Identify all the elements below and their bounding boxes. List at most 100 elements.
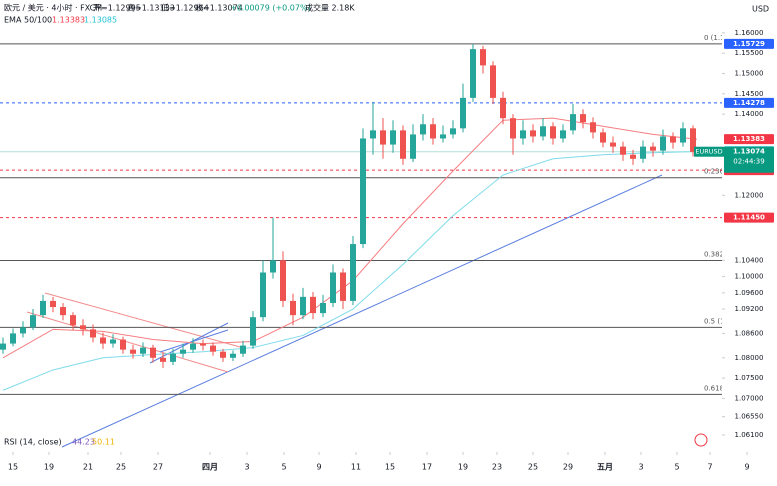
y-tick-label: 1.15000 [735, 70, 764, 78]
candle-body [530, 130, 536, 137]
price-box-label: 1.14278 [733, 99, 765, 107]
currency: USD [752, 5, 769, 14]
candle-body [200, 343, 206, 346]
price-box [724, 212, 774, 223]
y-tick-label: 1.14000 [735, 110, 764, 118]
candle-body [120, 339, 126, 350]
candle-body [620, 146, 626, 155]
rsi-value: 50.11 [92, 438, 115, 447]
time-axis [0, 452, 777, 482]
y-tick-label: 1.07500 [735, 374, 764, 382]
candle-body [590, 122, 596, 133]
x-tick-label: 五月 [597, 463, 613, 472]
candle-body [380, 130, 386, 145]
candle-body [50, 300, 56, 308]
candle-body [290, 300, 296, 316]
price-box [724, 38, 774, 49]
candle-body [630, 154, 636, 159]
y-tick-label: 1.10000 [735, 273, 764, 281]
price-axis [722, 0, 777, 452]
x-tick-label: 29 [563, 463, 573, 472]
channel-line [26, 311, 229, 373]
ema-line [2, 117, 698, 359]
price-box-label: 1.13074 [733, 148, 765, 156]
indicator-value: 1.13085 [84, 16, 117, 25]
candle-body [40, 300, 46, 316]
y-tick-label: 1.14500 [735, 90, 764, 98]
candle-body [140, 347, 146, 354]
price-box-label: 1.15729 [733, 40, 765, 48]
x-tick-label: 21 [83, 463, 93, 472]
rsi-name: RSI (14, close) [4, 438, 62, 447]
x-tick-label: 19 [44, 463, 54, 472]
candle-body [390, 130, 396, 145]
trend-line [61, 174, 663, 448]
x-tick-label: 11 [351, 463, 361, 472]
candle-body [450, 128, 456, 135]
candle-body [330, 272, 336, 303]
candle-body [150, 347, 156, 358]
symbol: 欧元 / 美元 · 4小时 · FXCM [4, 3, 102, 13]
rsi-value: 44.23 [72, 438, 95, 447]
candle-body [220, 351, 226, 358]
y-tick-label: 1.06100 [735, 431, 764, 439]
candle-body [470, 49, 476, 98]
candle-body [600, 132, 606, 143]
y-tick-label: 1.10400 [735, 256, 764, 264]
x-tick-label: 3 [244, 463, 249, 472]
x-tick-label: 9 [744, 463, 749, 472]
candle-body [70, 315, 76, 326]
candle-body [660, 136, 666, 151]
candle-body [190, 343, 196, 350]
candle-body [670, 136, 676, 143]
candle-body [0, 343, 6, 350]
y-tick-label: 1.08000 [735, 354, 764, 362]
candle-body [550, 126, 556, 139]
candle-body [360, 138, 366, 245]
candle-body [280, 260, 286, 301]
candle-body [540, 126, 546, 137]
candle-body [350, 244, 356, 301]
y-tick-label: 1.07000 [735, 394, 764, 402]
candle-body [680, 128, 686, 143]
y-tick-label: 1.15500 [735, 49, 764, 57]
candle-body [110, 339, 116, 344]
y-tick-label: 1.16000 [735, 29, 764, 37]
candle-body [570, 114, 576, 131]
candle-body [230, 353, 236, 358]
candle-body [240, 345, 246, 354]
price-box [724, 134, 774, 145]
candle-body [490, 65, 496, 98]
candle-body [520, 130, 526, 139]
x-tick-label: 23 [492, 463, 502, 472]
price-box [724, 97, 774, 108]
countdown: 02:44:39 [733, 158, 764, 166]
symbol-box [694, 146, 724, 157]
candle-body [510, 118, 516, 139]
x-tick-label: 27 [153, 463, 163, 472]
candle-body [80, 325, 86, 330]
y-tick-label: 1.09600 [735, 289, 764, 297]
y-tick-label: 1.08600 [735, 329, 764, 337]
candle-body [500, 97, 506, 119]
channel-line [44, 292, 241, 348]
indicator-value: 1.13383 [52, 16, 85, 25]
x-tick-label: 19 [458, 463, 468, 472]
x-tick-label: 25 [116, 463, 126, 472]
x-tick-label: 17 [422, 463, 432, 472]
change: +0.00079 (+0.07%) [230, 4, 311, 13]
candle-body [320, 302, 326, 314]
candle-body [370, 130, 376, 139]
alert-icon[interactable] [694, 433, 708, 447]
ohlc: 高=1.13133 [127, 3, 175, 13]
candle-body [20, 327, 26, 334]
channel-line [159, 329, 229, 353]
candle-body [400, 130, 406, 159]
candle-body [580, 114, 586, 123]
candle-body [310, 296, 316, 314]
candle-body [640, 146, 646, 159]
candle-body [130, 349, 136, 354]
candle-body [210, 345, 216, 352]
candle-body [420, 124, 426, 135]
candle-body [480, 49, 486, 66]
